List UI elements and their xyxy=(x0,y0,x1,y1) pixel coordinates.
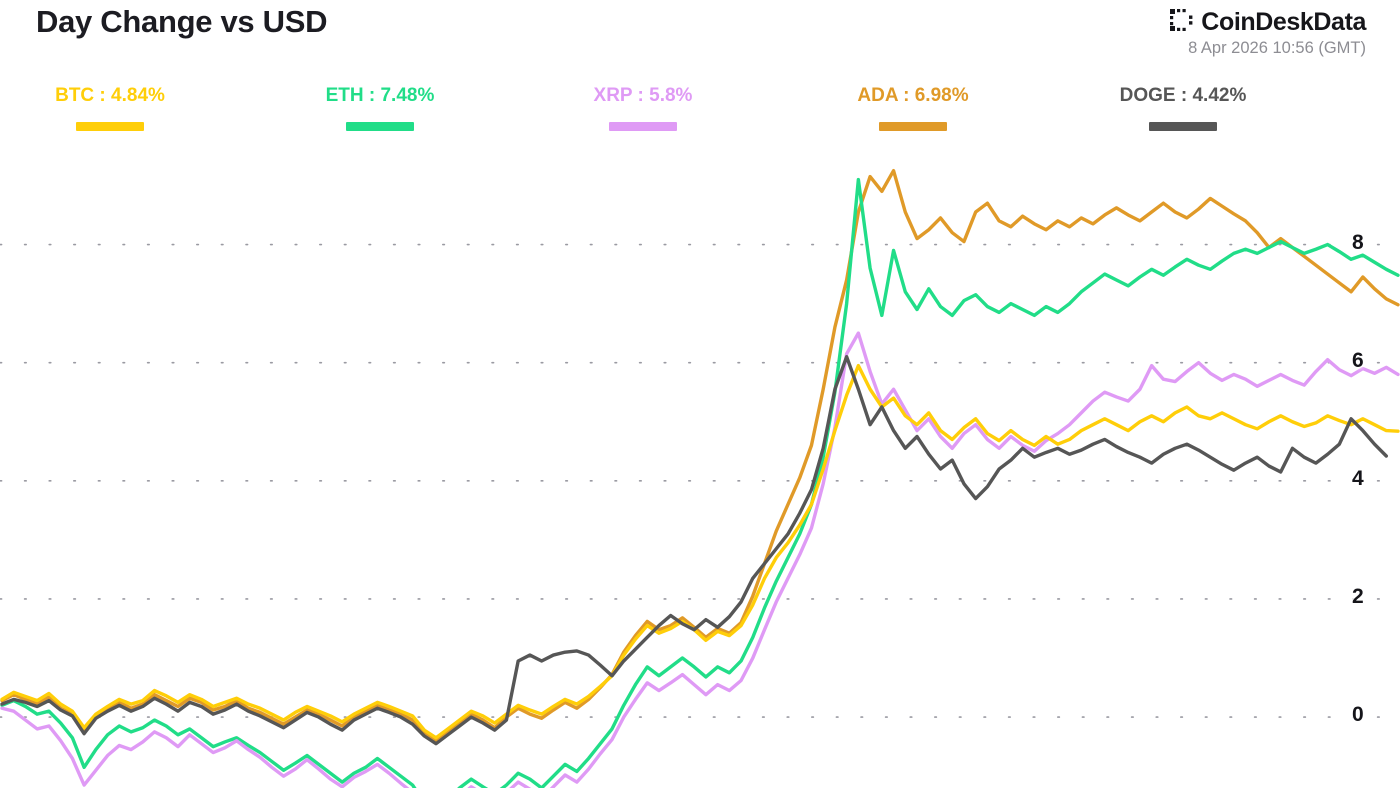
legend-item-ada[interactable]: ADA : 6.98% xyxy=(803,84,1023,131)
gridlines xyxy=(0,243,1400,718)
legend-swatch-ada xyxy=(879,122,947,131)
coindesk-logo-icon xyxy=(1169,8,1195,37)
chart-legend: BTC : 4.84% ETH : 7.48% XRP : 5.8% ADA : 6.… xyxy=(0,84,1400,144)
series-line-btc xyxy=(0,363,1400,740)
legend-swatch-doge xyxy=(1149,122,1217,131)
legend-swatch-btc xyxy=(76,122,144,131)
legend-label-eth: ETH : 7.48% xyxy=(325,85,435,106)
legend-label-doge: DOGE : 4.42% xyxy=(1119,85,1247,106)
timestamp: 8 Apr 2026 10:56 (GMT) xyxy=(1188,39,1366,57)
series-line-doge xyxy=(0,355,1388,746)
y-axis-tick-label: 8 xyxy=(1352,230,1364,254)
legend-item-eth[interactable]: ETH : 7.48% xyxy=(270,84,490,131)
series-line-eth xyxy=(0,177,1400,788)
brand-row: CoinDeskData xyxy=(1036,8,1366,36)
legend-item-doge[interactable]: DOGE : 4.42% xyxy=(1073,84,1293,131)
y-axis-tick-label: 2 xyxy=(1352,584,1364,608)
legend-item-xrp[interactable]: XRP : 5.8% xyxy=(533,84,753,131)
series-line-xrp xyxy=(0,331,1400,788)
y-axis-tick-label: 6 xyxy=(1352,348,1364,372)
legend-item-btc[interactable]: BTC : 4.84% xyxy=(0,84,220,131)
y-axis-tick-label: 4 xyxy=(1352,466,1364,490)
series-line-ada xyxy=(0,168,1400,743)
legend-label-btc: BTC : 4.84% xyxy=(55,85,165,106)
y-axis-tick-label: 0 xyxy=(1352,703,1364,727)
legend-label-ada: ADA : 6.98% xyxy=(857,85,969,106)
page-title: Day Change vs USD xyxy=(36,4,328,39)
legend-swatch-xrp xyxy=(609,122,677,131)
brand-name: CoinDeskData xyxy=(1201,7,1366,36)
chart-svg xyxy=(0,168,1400,788)
legend-swatch-eth xyxy=(346,122,414,131)
brand-block: CoinDeskData 8 Apr 2026 10:56 (GMT) xyxy=(1036,8,1366,58)
legend-label-xrp: XRP : 5.8% xyxy=(593,85,693,106)
chart-plot-area: 0 2 4 6 8 xyxy=(0,150,1400,788)
